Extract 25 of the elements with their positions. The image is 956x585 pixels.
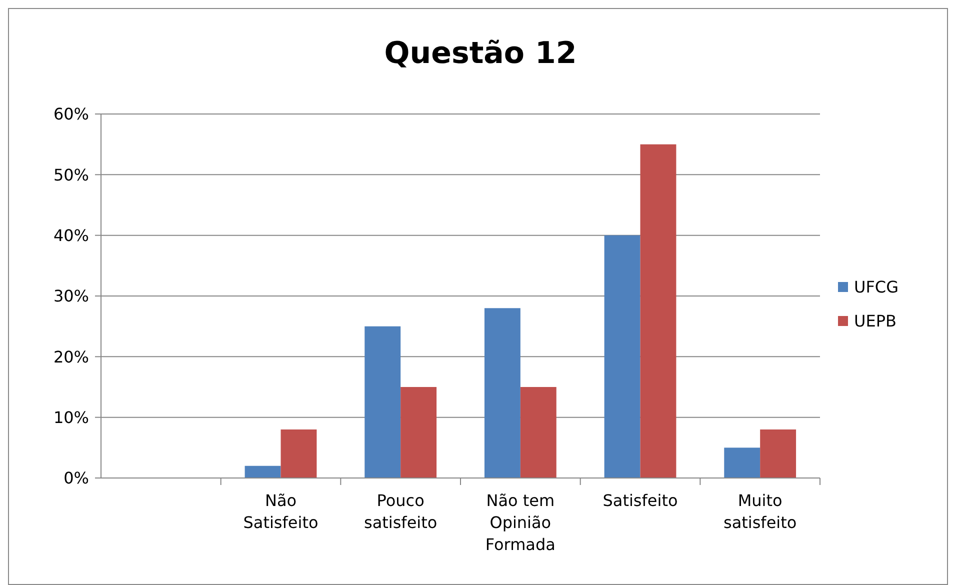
- y-tick-label: 0%: [64, 468, 89, 488]
- x-tick-label: Não Satisfeito: [243, 491, 318, 532]
- bar: [640, 144, 676, 478]
- bar: [520, 387, 556, 478]
- bar: [724, 448, 760, 478]
- bar: [760, 429, 796, 478]
- bar: [400, 387, 437, 478]
- x-tick-label: Não tem Opinião Formada: [485, 491, 556, 554]
- y-tick-label: 40%: [53, 226, 89, 245]
- x-tick-label: Satisfeito: [602, 491, 678, 510]
- bar: [280, 429, 317, 478]
- legend-label: UFCG: [854, 278, 898, 297]
- y-tick-label: 60%: [53, 104, 89, 124]
- y-tick-label: 20%: [53, 347, 89, 366]
- y-tick-label: 30%: [53, 286, 89, 306]
- x-tick-label: Pouco satisfeito: [364, 491, 438, 532]
- bar: [484, 308, 520, 478]
- chart-title: Questão 12: [384, 36, 577, 71]
- legend-label: UEPB: [854, 312, 896, 331]
- x-tick-label: Muito satisfeito: [723, 491, 797, 532]
- bar: [364, 326, 401, 478]
- y-tick-label: 10%: [53, 408, 89, 427]
- bar: [244, 466, 281, 478]
- bar: [604, 235, 640, 478]
- y-tick-label: 50%: [53, 165, 89, 184]
